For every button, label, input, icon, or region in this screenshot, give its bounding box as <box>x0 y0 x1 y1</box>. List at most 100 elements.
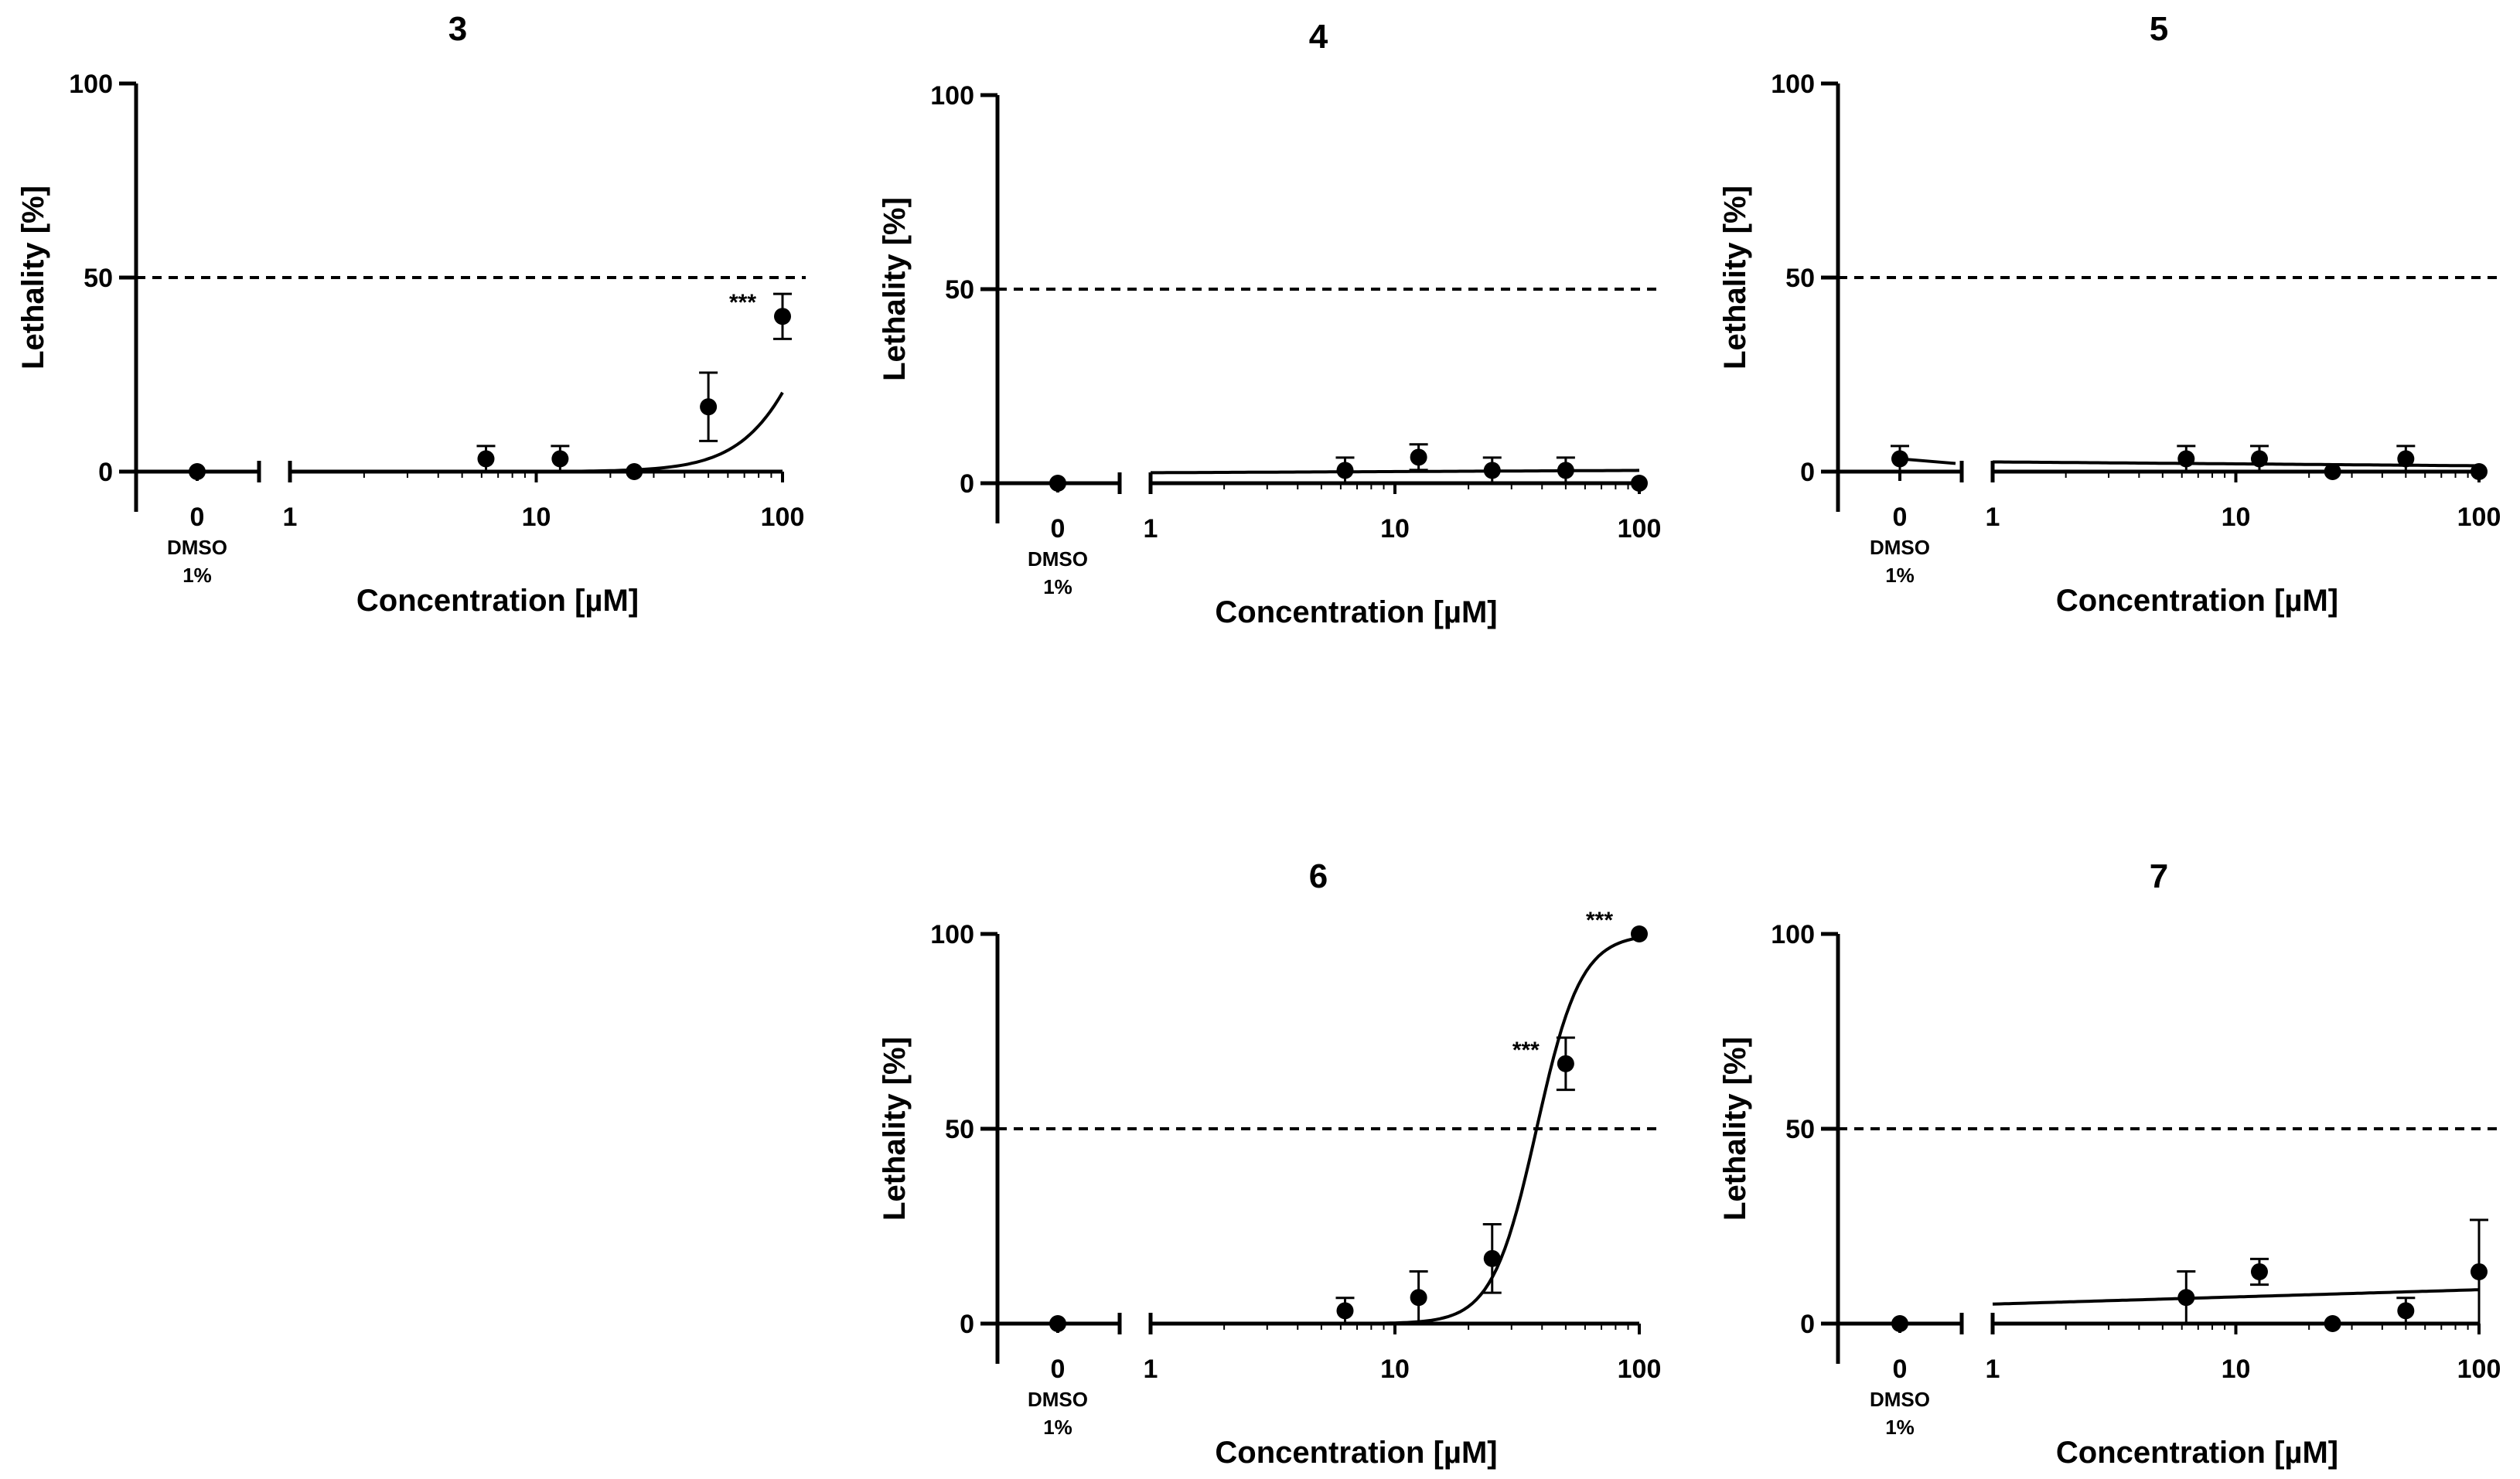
y-axis-label: Lethality [%] <box>16 186 50 370</box>
data-point <box>1557 462 1574 479</box>
x-tick-label: 10 <box>522 503 551 532</box>
fit-curve <box>1993 460 2480 468</box>
x-tick-label: 100 <box>1618 514 1662 544</box>
y-axis-label: Lethality [%] <box>878 1037 912 1221</box>
control-data-point <box>1891 450 1908 468</box>
data-point <box>1557 1055 1574 1072</box>
y-tick-label: 100 <box>1771 70 1815 99</box>
control-label-dmso: DMSO <box>1028 1388 1088 1411</box>
control-label-percent: 1% <box>1043 1416 1072 1439</box>
control-label-dmso: DMSO <box>1870 1388 1930 1411</box>
x-tick-label: 10 <box>1380 1355 1410 1384</box>
control-label-dmso: DMSO <box>1028 547 1088 571</box>
data-point <box>1336 1302 1354 1320</box>
control-tick-label: 0 <box>190 503 205 532</box>
y-tick-label: 0 <box>960 469 974 499</box>
x-tick-label: 100 <box>2457 503 2501 532</box>
data-point <box>2250 450 2268 468</box>
y-tick-label: 100 <box>1771 920 1815 949</box>
y-axis-label: Lethality [%] <box>1718 1037 1752 1221</box>
chart-panel-6: 6 0 50 100 Lethality [%] 0 DMSO 1% 1 10 100 Concent… <box>878 857 1662 1470</box>
x-tick-label: 1 <box>1986 1355 2000 1384</box>
x-tick-label: 100 <box>2457 1355 2501 1384</box>
data-point <box>2324 1315 2341 1332</box>
data-point <box>2397 450 2415 468</box>
x-axis-label: Concentration [µM] <box>356 584 639 618</box>
data-point <box>1631 475 1648 492</box>
y-axis-label: Lethality [%] <box>878 197 912 381</box>
x-axis-label: Concentration [µM] <box>1215 595 1497 629</box>
y-tick-label: 50 <box>945 1115 974 1144</box>
y-tick-label: 50 <box>84 264 113 293</box>
chart-title: 7 <box>2150 857 2168 895</box>
control-tick-label: 0 <box>1051 514 1066 544</box>
data-point <box>2324 463 2341 480</box>
data-point <box>477 450 495 468</box>
control-data-point <box>1891 1315 1908 1332</box>
significance-marker: *** <box>729 290 756 315</box>
y-tick-label: 100 <box>930 920 974 949</box>
control-label-dmso: DMSO <box>1870 536 1930 559</box>
chart-panel-4: 4 0 50 100 Lethality [%] 0 DMSO 1% 1 10 100 Concent… <box>878 18 1662 629</box>
data-point <box>2471 463 2488 480</box>
x-tick-label: 1 <box>283 503 298 532</box>
control-tick-label: 0 <box>1893 503 1908 532</box>
data-point <box>1483 462 1501 479</box>
control-label-percent: 1% <box>182 564 212 587</box>
y-tick-label: 0 <box>1800 1310 1815 1339</box>
data-point <box>1631 925 1648 942</box>
chart-title: 3 <box>448 10 467 48</box>
data-point <box>2397 1302 2415 1320</box>
x-tick-label: 1 <box>1144 514 1158 544</box>
control-data-point <box>189 463 206 480</box>
y-tick-label: 0 <box>98 458 113 487</box>
data-point <box>774 308 791 325</box>
control-data-point <box>1049 475 1066 492</box>
data-point <box>1336 462 1354 479</box>
x-tick-label: 1 <box>1986 503 2000 532</box>
x-axis-label: Concentration [µM] <box>2056 584 2338 618</box>
x-tick-label: 100 <box>761 503 805 532</box>
x-axis-label: Concentration [µM] <box>1215 1436 1497 1470</box>
chart-title: 4 <box>1309 18 1328 56</box>
data-point <box>1483 1249 1501 1267</box>
y-tick-label: 100 <box>930 81 974 111</box>
data-point <box>2177 1289 2195 1307</box>
data-point <box>2250 1263 2268 1280</box>
x-tick-label: 100 <box>1618 1355 1662 1384</box>
x-tick-label: 10 <box>2222 503 2251 532</box>
data-point <box>626 463 643 480</box>
y-tick-label: 50 <box>945 275 974 305</box>
chart-title: 5 <box>2150 10 2168 48</box>
fit-curve <box>290 391 784 473</box>
chart-panel-7: 7 0 50 100 Lethality [%] 0 DMSO 1% 1 10 100 Concent… <box>1718 857 2502 1470</box>
y-tick-label: 50 <box>1785 1115 1815 1144</box>
x-tick-label: 1 <box>1144 1355 1158 1384</box>
significance-marker: *** <box>1512 1038 1540 1063</box>
control-fit-stub <box>1899 457 1956 465</box>
data-point <box>2177 450 2195 468</box>
x-axis-label: Concentration [µM] <box>2056 1436 2338 1470</box>
control-label-percent: 1% <box>1885 564 1915 587</box>
x-tick-label: 10 <box>2222 1355 2251 1384</box>
y-tick-label: 0 <box>1800 458 1815 487</box>
chart-title: 6 <box>1309 857 1328 895</box>
y-tick-label: 100 <box>69 70 113 99</box>
data-point <box>1410 1289 1427 1307</box>
control-data-point <box>1049 1315 1066 1332</box>
fit-curve <box>1151 935 1640 1325</box>
control-tick-label: 0 <box>1051 1355 1066 1384</box>
data-point <box>551 450 569 468</box>
control-label-dmso: DMSO <box>167 536 227 559</box>
y-tick-label: 0 <box>960 1310 974 1339</box>
control-tick-label: 0 <box>1893 1355 1908 1384</box>
chart-panel-3: 3 0 50 100 Lethality [%] 0 DMSO 1% 1 10 100 Concent… <box>16 10 806 618</box>
data-point <box>2471 1263 2488 1280</box>
data-point <box>1410 448 1427 466</box>
y-axis-label: Lethality [%] <box>1718 186 1752 370</box>
data-point <box>700 398 718 416</box>
control-label-percent: 1% <box>1043 575 1072 598</box>
y-tick-label: 50 <box>1785 264 1815 293</box>
